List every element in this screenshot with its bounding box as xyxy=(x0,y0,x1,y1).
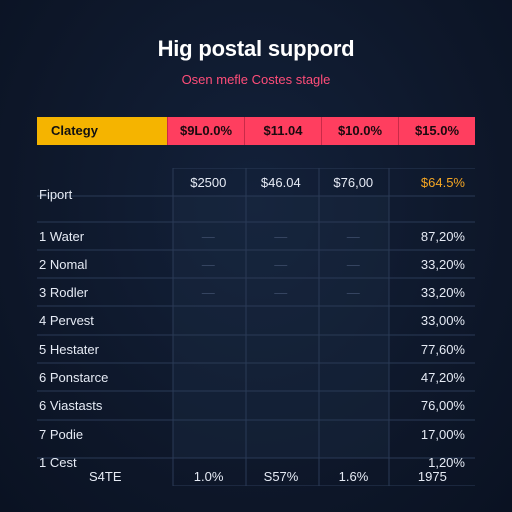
row-value: 87,20% xyxy=(420,228,465,244)
table-row: 1 Cest 1,20% xyxy=(37,448,475,476)
row-value: 17,00% xyxy=(420,426,465,442)
row-mark-1: — xyxy=(201,228,215,244)
row-label: 1 Water xyxy=(39,228,85,244)
header-col-2: $11.04 xyxy=(244,117,321,145)
row-label: 4 Pervest xyxy=(39,313,94,329)
grid-lines xyxy=(37,168,475,486)
row-value: 33,00% xyxy=(420,313,465,329)
totals-value-2: $46.04 xyxy=(260,174,301,190)
row-mark-2: — xyxy=(274,285,288,301)
row-value: 47,20% xyxy=(420,370,465,385)
row-label: 6 Ponstarce xyxy=(39,370,109,385)
table-row: 6 Ponstarce 47,20% xyxy=(37,364,475,392)
header-row: Clategy $9L0.0% $11.04 $10.0% $15.0% xyxy=(37,117,475,145)
chart-subtitle: Osen mefle Costes stagle xyxy=(181,72,331,87)
header-category: Clategy xyxy=(37,117,167,145)
row-label: 7 Podie xyxy=(39,426,84,442)
totals-value-1: $2500 xyxy=(190,174,227,190)
header-col-3: $10.0% xyxy=(321,117,398,145)
row-mark-3: — xyxy=(346,228,360,244)
footer-value-1: 1.0% xyxy=(193,468,224,484)
row-label: 2 Nomal xyxy=(39,256,88,272)
table-row: 7 Podie 17,00% xyxy=(37,420,475,448)
row-label: 3 Rodler xyxy=(39,285,89,301)
table-row: 4 Pervest 33,00% xyxy=(37,307,475,335)
column-shade-3 xyxy=(319,196,389,458)
row-value: 33,20% xyxy=(420,256,465,272)
table-row: 6 Viastasts 76,00% xyxy=(37,392,475,420)
row-label: 1 Cest xyxy=(39,454,77,470)
row-mark-1: — xyxy=(201,256,215,272)
table-grid: . $2500 $46.04 $76,00 $64.5% Fiport 1 Wa… xyxy=(37,168,475,486)
totals-label-row: Fiport xyxy=(37,180,475,208)
footer-value-2: S57% xyxy=(263,468,299,484)
row-label: 5 Hestater xyxy=(39,341,99,357)
footer-row: S4TE 1.0% S57% 1.6% 1975 xyxy=(37,462,475,490)
table-row: 2 Nomal — — — 33,20% xyxy=(37,250,475,278)
table-row: 3 Rodler — — — 33,20% xyxy=(37,279,475,307)
row-value: 33,20% xyxy=(420,285,465,301)
column-shade-1 xyxy=(173,196,246,458)
totals-label: Fiport xyxy=(39,186,73,202)
totals-row: . $2500 $46.04 $76,00 $64.5% xyxy=(37,168,475,196)
totals-value-3: $76,00 xyxy=(333,174,374,190)
totals-value-4: $64.5% xyxy=(420,174,465,190)
table-row: 5 Hestater 77,60% xyxy=(37,335,475,363)
column-shade-2 xyxy=(246,196,319,458)
row-value: 76,00% xyxy=(420,398,465,414)
row-mark-1: — xyxy=(201,285,215,301)
row-mark-2: — xyxy=(274,228,288,244)
header-col-4: $15.0% xyxy=(398,117,475,145)
row-mark-3: — xyxy=(346,285,360,301)
row-value: 1,20% xyxy=(428,454,465,470)
row-mark-2: — xyxy=(274,256,288,272)
header-col-1: $9L0.0% xyxy=(167,117,244,145)
footer-value-3: 1.6% xyxy=(338,468,369,484)
footer-value-4: 1975 xyxy=(417,468,447,484)
chart-title: Hig postal suppord xyxy=(157,36,355,61)
row-value: 77,60% xyxy=(420,341,465,357)
row-label: 6 Viastasts xyxy=(39,398,103,414)
table-row: 1 Water — — — 87,20% xyxy=(37,222,475,250)
row-mark-3: — xyxy=(346,256,360,272)
footer-label: S4TE xyxy=(89,468,122,484)
